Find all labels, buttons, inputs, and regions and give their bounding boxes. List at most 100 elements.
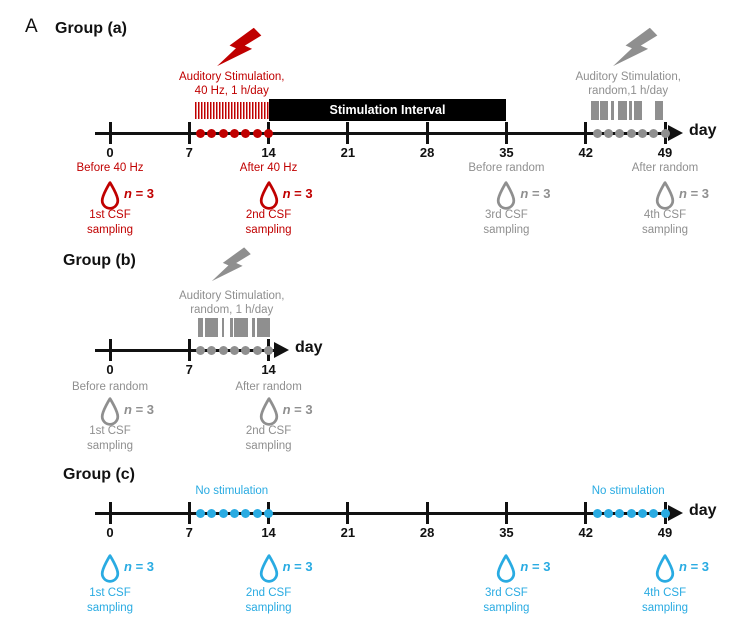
csf-sampling-label-line: sampling <box>86 440 134 452</box>
csf-sampling-label-line: sampling <box>245 224 292 236</box>
sampling-context-label: Before 40 Hz <box>76 162 144 174</box>
n-count-label: n = 3 <box>283 186 313 201</box>
timeline-dot <box>649 128 659 138</box>
csf-droplet-icon <box>99 554 121 583</box>
n-variable: n <box>282 186 291 201</box>
csf-sampling-label-line: sampling <box>86 224 134 236</box>
n-value: = 3 <box>686 559 709 574</box>
csf-sampling-label-line: sampling <box>245 440 292 452</box>
csf-droplet-icon <box>258 181 280 210</box>
tick-mark <box>187 122 191 144</box>
tick-mark <box>108 339 112 361</box>
csf-sampling-label-line: 2nd CSF <box>245 587 292 599</box>
tick-label: 35 <box>499 145 514 160</box>
random-bar-segment <box>197 318 204 337</box>
timeline-dot <box>637 128 647 138</box>
n-value: = 3 <box>290 402 313 417</box>
interval-bar: Stimulation Interval <box>268 99 507 121</box>
csf-sampling-label-line: sampling <box>245 602 292 614</box>
day-axis-label: day <box>295 339 323 356</box>
sampling-context-label: Before random <box>468 162 545 174</box>
tick-label: 14 <box>261 362 276 377</box>
csf-droplet-icon <box>99 181 121 210</box>
n-variable: n <box>124 559 132 574</box>
tick-label: 7 <box>185 525 193 540</box>
csf-sampling-label-line: sampling <box>483 224 530 236</box>
tick-mark <box>108 122 112 144</box>
n-value: = 3 <box>528 559 551 574</box>
csf-droplet-icon <box>654 554 676 583</box>
timeline-dot <box>230 345 240 355</box>
stimulation-label-line: Auditory Stimulation, <box>575 71 681 83</box>
random-bar-segment <box>628 101 632 120</box>
timeline-dot <box>615 508 625 518</box>
stimulation-label-line: Auditory Stimulation, <box>179 290 285 302</box>
n-count-label: n = 3 <box>283 402 313 417</box>
n-value: = 3 <box>131 402 154 417</box>
tick-label: 14 <box>261 145 276 160</box>
csf-droplet-icon <box>99 397 121 426</box>
n-variable: n <box>679 559 687 574</box>
n-count-label: n = 3 <box>520 559 550 574</box>
tick-mark <box>187 339 191 361</box>
n-value: = 3 <box>686 186 709 201</box>
n-count-label: n = 3 <box>124 402 154 417</box>
csf-sampling-label-line: sampling <box>641 602 689 614</box>
tick-mark <box>504 122 508 144</box>
tick-mark <box>346 122 350 144</box>
n-value: = 3 <box>290 186 313 201</box>
random-bar-segment <box>205 318 213 337</box>
tick-label: 21 <box>340 145 356 160</box>
timeline-dot <box>264 128 274 138</box>
tick-label: 49 <box>657 145 673 160</box>
tick-mark <box>584 502 588 524</box>
stimulation-bar-random <box>195 318 270 337</box>
stimulation-label-line: random, 1 h/day <box>190 304 274 316</box>
tick-label: 7 <box>185 145 193 160</box>
tick-mark <box>346 502 350 524</box>
sampling-context-label: After random <box>631 162 699 174</box>
tick-label: 21 <box>340 525 356 540</box>
sampling-context-label: After random <box>235 381 302 393</box>
timeline-dot <box>218 345 228 355</box>
timeline-dot <box>615 128 625 138</box>
lightning-icon <box>613 24 658 74</box>
timeline-dot <box>264 345 274 355</box>
csf-sampling-label-line: 4th CSF <box>643 587 687 599</box>
n-value: = 3 <box>131 186 154 201</box>
n-count-label: n = 3 <box>124 559 154 574</box>
timeline-dot <box>241 508 251 518</box>
csf-sampling-label-line: sampling <box>86 602 134 614</box>
csf-droplet-icon <box>258 554 280 583</box>
sampling-context-label: After 40 Hz <box>239 162 298 174</box>
tick-label: 14 <box>261 525 276 540</box>
random-bar-segment <box>634 101 643 120</box>
timeline-dot <box>603 508 613 518</box>
tick-mark <box>425 502 429 524</box>
timeline-dot <box>252 128 262 138</box>
timeline-dot <box>207 508 217 518</box>
tick-mark <box>187 502 191 524</box>
stimulation-label-line: 40 Hz, 1 h/day <box>194 85 269 97</box>
interval-bar-label: Stimulation Interval <box>329 103 446 117</box>
stimulation-label: Auditory Stimulation, random, 1 h/day <box>147 289 317 317</box>
random-bar-segment <box>591 101 600 120</box>
no-stimulation-label: No stimulation <box>195 485 269 497</box>
stimulation-bar-stripes <box>194 102 269 119</box>
timeline-dot <box>592 128 602 138</box>
csf-sampling-label-line: 2nd CSF <box>245 209 292 221</box>
stimulation-label: Auditory Stimulation, 40 Hz, 1 h/day <box>147 70 317 98</box>
timeline-dot <box>196 508 206 518</box>
tick-mark <box>108 502 112 524</box>
tick-label: 7 <box>185 362 193 377</box>
timeline-dot <box>218 508 228 518</box>
stimulation-bar-random <box>591 101 665 120</box>
panel-label: A <box>25 16 38 37</box>
n-count-label: n = 3 <box>679 559 709 574</box>
timeline-dot <box>196 128 206 138</box>
group-b-title: Group (b) <box>63 252 136 269</box>
